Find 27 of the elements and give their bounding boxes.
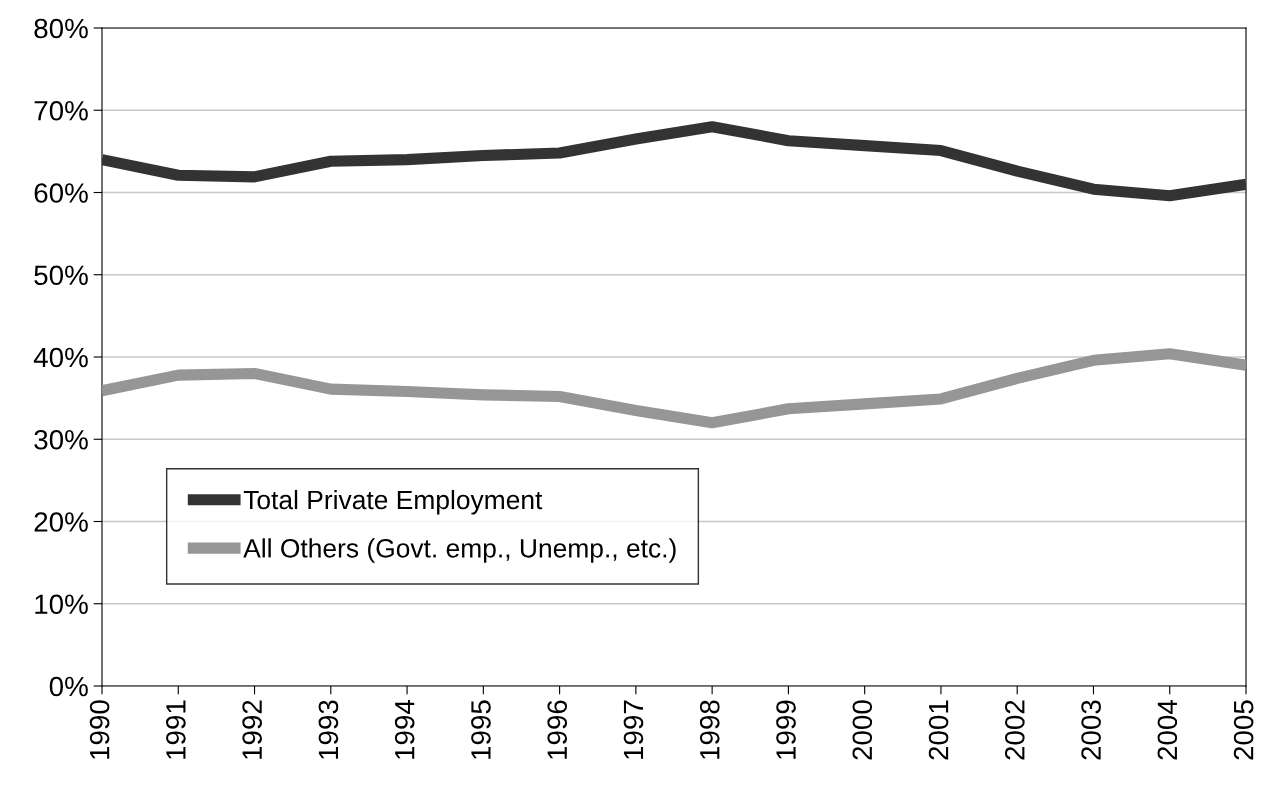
x-tick-label: 1993 (318, 700, 339, 759)
y-tick-label: 30% (34, 429, 88, 450)
y-tick-label: 60% (34, 183, 88, 203)
x-tick-label: 2003 (1081, 700, 1101, 760)
legend-label: All Others (Govt. emp., Unemp., etc.) (243, 538, 676, 563)
x-tick-label: 1999 (776, 700, 796, 759)
y-tick-label: 40% (33, 347, 88, 368)
x-tick-label: 1995 (471, 700, 491, 759)
x-tick-label: 1990 (89, 700, 110, 759)
y-tick-label: 80% (34, 18, 88, 39)
x-tick-label: 1991 (166, 700, 186, 759)
legend-label: Total Private Employment (243, 489, 543, 515)
x-tick-label: 1992 (242, 700, 262, 759)
x-tick-label: 1997 (623, 700, 644, 759)
y-tick-label: 20% (34, 512, 88, 532)
x-tick-label: 2000 (852, 700, 873, 760)
y-tick-label: 0% (49, 676, 88, 697)
x-tick-label: 2004 (1157, 700, 1178, 760)
y-tick-label: 50% (34, 265, 88, 286)
x-tick-label: 1996 (547, 700, 568, 759)
y-tick-label: 10% (35, 594, 88, 615)
x-tick-label: 1998 (699, 700, 720, 759)
x-tick-label: 2005 (1233, 700, 1254, 760)
x-tick-label: 2002 (1004, 700, 1025, 760)
x-tick-label: 2001 (928, 700, 949, 760)
x-tick-label: 1994 (394, 700, 415, 759)
y-tick-label: 70% (34, 100, 88, 121)
